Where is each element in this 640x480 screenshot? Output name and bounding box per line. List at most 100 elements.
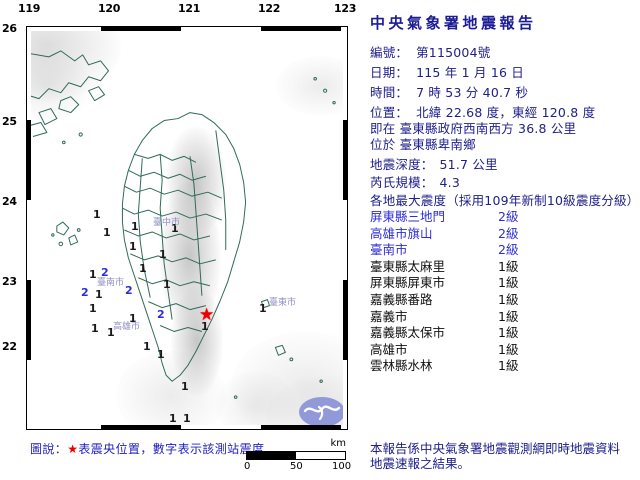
frame-tick-top-2: [261, 27, 341, 31]
intensity-level: 1級: [498, 258, 519, 274]
frame-tick-right-2: [343, 280, 347, 360]
report-magnitude-line: 芮氏規模： 4.3: [370, 172, 460, 191]
station-intensity: 1: [181, 380, 189, 393]
intensity-place: 雲林縣水林: [370, 358, 433, 374]
lat-tick-25: 25: [2, 115, 17, 128]
lon-tick-120: 120: [98, 2, 121, 15]
intensity-level: 2級: [498, 209, 519, 224]
frame-tick-bottom-1: [101, 425, 181, 429]
relief-ryukyu: [276, 56, 343, 116]
station-intensity: 1: [129, 240, 137, 253]
station-intensity: 1: [157, 348, 165, 361]
scale-bar-graphic: [246, 451, 346, 460]
footer-line-1: 本報告係中央氣象署地震觀測網即時地震資料: [370, 441, 621, 456]
station-intensity: 1: [93, 208, 101, 221]
station-intensity: 2: [157, 308, 165, 321]
table-row: 高雄市旗山 2級: [370, 223, 636, 241]
city-label-taitung: 臺東市: [269, 298, 297, 308]
table-row: 雲林縣水林 1級: [370, 355, 636, 374]
report-time-value: 7 時 53 分 40.7 秒: [416, 85, 529, 100]
report-date-line: 日期： 115 年 1 月 16 日: [370, 62, 524, 81]
report-position-value: 北緯 22.68 度，東經 120.8 度: [416, 105, 596, 120]
table-row: 嘉義市 1級: [370, 306, 636, 324]
intensity-level: 1級: [498, 291, 519, 307]
relief-south-range: [171, 286, 223, 396]
report-title: 中央氣象署地震報告: [370, 14, 537, 32]
station-intensity: 1: [107, 326, 115, 339]
table-row: 嘉義縣太保市 1級: [370, 322, 636, 341]
scale-tick-100: 100: [332, 461, 352, 472]
station-intensity: 2: [81, 286, 89, 299]
frame-tick-left-1: [27, 120, 31, 200]
map-canvas: 1 1 1 1 1 1 1 1 2 2 1 1 2 1 2 1 1 1 1 1: [31, 31, 343, 425]
report-magnitude-value: 4.3: [439, 175, 460, 190]
intensity-level: 1級: [498, 341, 519, 357]
lat-tick-22: 22: [2, 340, 17, 353]
station-intensity: 1: [131, 220, 139, 233]
report-number-label: 編號：: [370, 45, 409, 60]
intensity-place: 嘉義縣番路: [370, 291, 433, 307]
report-relative-line: 即在 臺東縣政府西南西方 36.8 公里: [370, 121, 577, 136]
report-date-value: 115 年 1 月 16 日: [416, 65, 524, 80]
station-intensity: 1: [183, 412, 191, 425]
lon-tick-123: 123: [334, 2, 357, 15]
map-panel: 119 120 121 122 123 26 25 24 23 22: [2, 2, 357, 476]
station-intensity: 1: [95, 288, 103, 301]
scale-tick-0: 0: [244, 461, 251, 472]
station-intensity: 1: [129, 312, 137, 325]
frame-tick-left-2: [27, 280, 31, 360]
relief-hengchun: [216, 371, 296, 425]
station-intensity: 1: [169, 412, 177, 425]
report-number-line: 編號： 第115004號: [370, 42, 490, 61]
frame-tick-top-1: [101, 27, 181, 31]
report-position-label: 位置：: [370, 105, 409, 120]
footer-line-2: 地震速報之結果。: [370, 456, 471, 471]
frame-tick-right-1: [343, 120, 347, 200]
city-label-kaohsiung: 高雄市: [113, 322, 141, 332]
report-time-line: 時間： 7 時 53 分 40.7 秒: [370, 82, 528, 101]
table-row: 嘉義縣番路 1級: [370, 289, 636, 307]
intensity-place: 高雄市旗山: [370, 225, 433, 241]
report-footer: 本報告係中央氣象署地震觀測網即時地震資料 地震速報之結果。: [370, 441, 620, 471]
legend-caption: 圖說：★表震央位置，數字表示該測站震度: [30, 440, 264, 457]
scale-unit-label: km: [330, 438, 346, 449]
station-intensity: 1: [259, 302, 267, 315]
station-intensity: 1: [139, 262, 147, 275]
legend-star-icon: ★: [67, 442, 79, 456]
report-date-label: 日期：: [370, 65, 409, 80]
station-intensity: 1: [163, 278, 171, 291]
intensity-section-header: 各地最大震度（採用109年新制10級震度分級）: [370, 193, 640, 208]
table-row: 屏東縣屏東市 1級: [370, 272, 636, 290]
cwa-logo-swirl-icon: [303, 405, 341, 421]
station-intensity: 1: [91, 322, 99, 335]
intensity-place: 臺南市: [370, 242, 408, 258]
report-time-label: 時間：: [370, 85, 409, 100]
coastline-layer: [31, 50, 336, 399]
station-intensity: 1: [89, 302, 97, 315]
table-row: 臺南市 2級: [370, 239, 636, 258]
intensity-place: 嘉義縣太保市: [370, 325, 446, 341]
station-intensity: 1: [159, 248, 167, 261]
report-position-line: 位置： 北緯 22.68 度，東經 120.8 度: [370, 102, 595, 121]
map-legend: 圖說：★表震央位置，數字表示該測站震度 km 0 50 100: [26, 436, 352, 476]
station-intensity: 1: [103, 226, 111, 239]
lat-tick-24: 24: [2, 195, 17, 208]
table-row: 屏東縣三地門 2級: [370, 206, 636, 224]
legend-prefix: 圖說：: [30, 442, 68, 456]
lon-tick-122: 122: [258, 2, 281, 15]
frame-tick-bottom-2: [261, 425, 341, 429]
report-depth-line: 地震深度： 51.7 公里: [370, 154, 498, 173]
intensity-table: 屏東縣三地門 2級 高雄市旗山 2級 臺南市 2級 臺東縣太麻里 1級 屏東縣屏…: [370, 206, 636, 374]
table-row: 臺東縣太麻里 1級: [370, 256, 636, 274]
lon-tick-121: 121: [178, 2, 201, 15]
lon-tick-119: 119: [18, 2, 41, 15]
station-intensity: 2: [101, 266, 109, 279]
map-frame: 1 1 1 1 1 1 1 1 2 2 1 1 2 1 2 1 1 1 1 1: [26, 26, 348, 430]
intensity-level: 1級: [498, 325, 519, 341]
intensity-place: 臺東縣太麻里: [370, 258, 446, 274]
scale-tick-50: 50: [290, 461, 303, 472]
scale-bar-fill: [247, 452, 296, 459]
intensity-place: 嘉義市: [370, 308, 408, 324]
report-depth-value: 51.7 公里: [439, 157, 498, 172]
station-intensity: 1: [89, 268, 97, 281]
